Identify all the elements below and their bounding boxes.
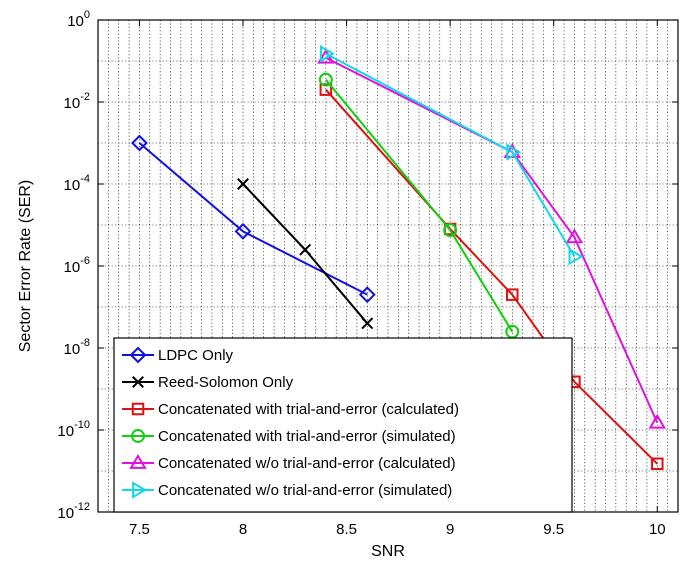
legend-item: Concatenated w/o trial-and-error (calcul… [122, 454, 456, 472]
marker-x [299, 243, 312, 256]
marker-circle [318, 72, 333, 87]
marker-x-stroke [132, 376, 144, 388]
marker-x [361, 317, 374, 330]
series-6 [319, 45, 584, 266]
marker-triangle-right [132, 481, 147, 499]
series-4 [318, 72, 520, 339]
marker-square [319, 83, 333, 96]
series-line [325, 52, 576, 258]
legend-item: Reed-Solomon Only [122, 374, 294, 391]
legend-label: Concatenated w/o trial-and-error (calcul… [158, 455, 456, 472]
legend-item: Concatenated w/o trial-and-error (simula… [122, 481, 452, 499]
y-tick-label: 10-8 [64, 337, 90, 358]
x-tick-label: 8.5 [336, 521, 357, 538]
series-line [325, 79, 514, 333]
marker-diamond [129, 346, 147, 364]
series-line [325, 56, 659, 424]
marker-triangle-right [319, 45, 335, 63]
y-axis-label: Sector Error Rate (SER) [17, 180, 34, 352]
y-tick-label: 100 [67, 9, 90, 30]
y-tick-base: 10 [57, 505, 74, 522]
marker-x [237, 178, 249, 190]
y-tick-base: 10 [67, 13, 84, 30]
y-tick-base: 10 [57, 423, 74, 440]
marker-x-stroke [299, 243, 312, 256]
x-tick-label: 10 [649, 521, 666, 538]
marker-diamond [234, 222, 252, 240]
marker-triangle-up [565, 228, 584, 244]
y-tick-exponent: -6 [80, 255, 90, 267]
x-tick-label: 9 [446, 521, 454, 538]
series-line [325, 88, 658, 465]
x-axis-label: SNR [371, 543, 405, 560]
y-tick-label: 10-4 [64, 173, 90, 194]
marker-circle [443, 223, 458, 238]
legend-label: Concatenated with trial-and-error (calcu… [158, 401, 459, 418]
legend-box [113, 337, 573, 513]
plot-series [131, 45, 667, 471]
series-2 [237, 178, 374, 330]
y-tick-exponent: -10 [74, 419, 90, 431]
marker-diamond [358, 286, 376, 304]
legend-item: LDPC Only [122, 346, 234, 364]
marker-x-stroke [361, 317, 374, 330]
marker-x-stroke [237, 178, 249, 190]
legend-item: Concatenated with trial-and-error (calcu… [122, 401, 459, 418]
y-tick-label: 10-6 [64, 255, 90, 276]
y-tick-base: 10 [64, 95, 81, 112]
marker-triangle-right [506, 143, 522, 161]
y-tick-exponent: -8 [80, 337, 90, 349]
legend-item: Concatenated with trial-and-error (simul… [122, 428, 456, 445]
y-tick-label: 10-10 [57, 419, 90, 440]
marker-square [131, 402, 145, 416]
y-tick-base: 10 [64, 177, 81, 194]
marker-triangle-right [568, 247, 584, 266]
series-1 [131, 134, 376, 304]
y-tick-exponent: -2 [80, 91, 90, 103]
marker-diamond [131, 134, 148, 152]
y-tick-base: 10 [64, 341, 81, 358]
marker-circle [505, 324, 520, 339]
y-tick-exponent: -4 [80, 173, 90, 185]
y-tick-base: 10 [64, 259, 81, 276]
y-tick-exponent: -12 [74, 501, 90, 513]
legend-label: Reed-Solomon Only [158, 374, 294, 391]
x-tick-label: 9.5 [543, 521, 564, 538]
legend-label: Concatenated w/o trial-and-error (simula… [158, 482, 452, 499]
x-tick-label: 7.5 [129, 521, 150, 538]
x-tick-label: 8 [239, 521, 247, 538]
marker-square [506, 288, 519, 301]
marker-triangle-up [129, 454, 147, 469]
marker-x [132, 376, 144, 388]
legend-label: Concatenated with trial-and-error (simul… [158, 428, 456, 445]
y-tick-label: 10-2 [64, 91, 90, 112]
legend-label: LDPC Only [158, 347, 234, 364]
legend: LDPC Only Reed-Solomon Only Concatenated w… [113, 337, 573, 513]
y-tick-exponent: 0 [84, 9, 90, 21]
marker-square [651, 457, 664, 471]
marker-circle [131, 429, 145, 443]
y-tick-label: 10-12 [57, 501, 90, 522]
marker-triangle-up [648, 413, 667, 429]
